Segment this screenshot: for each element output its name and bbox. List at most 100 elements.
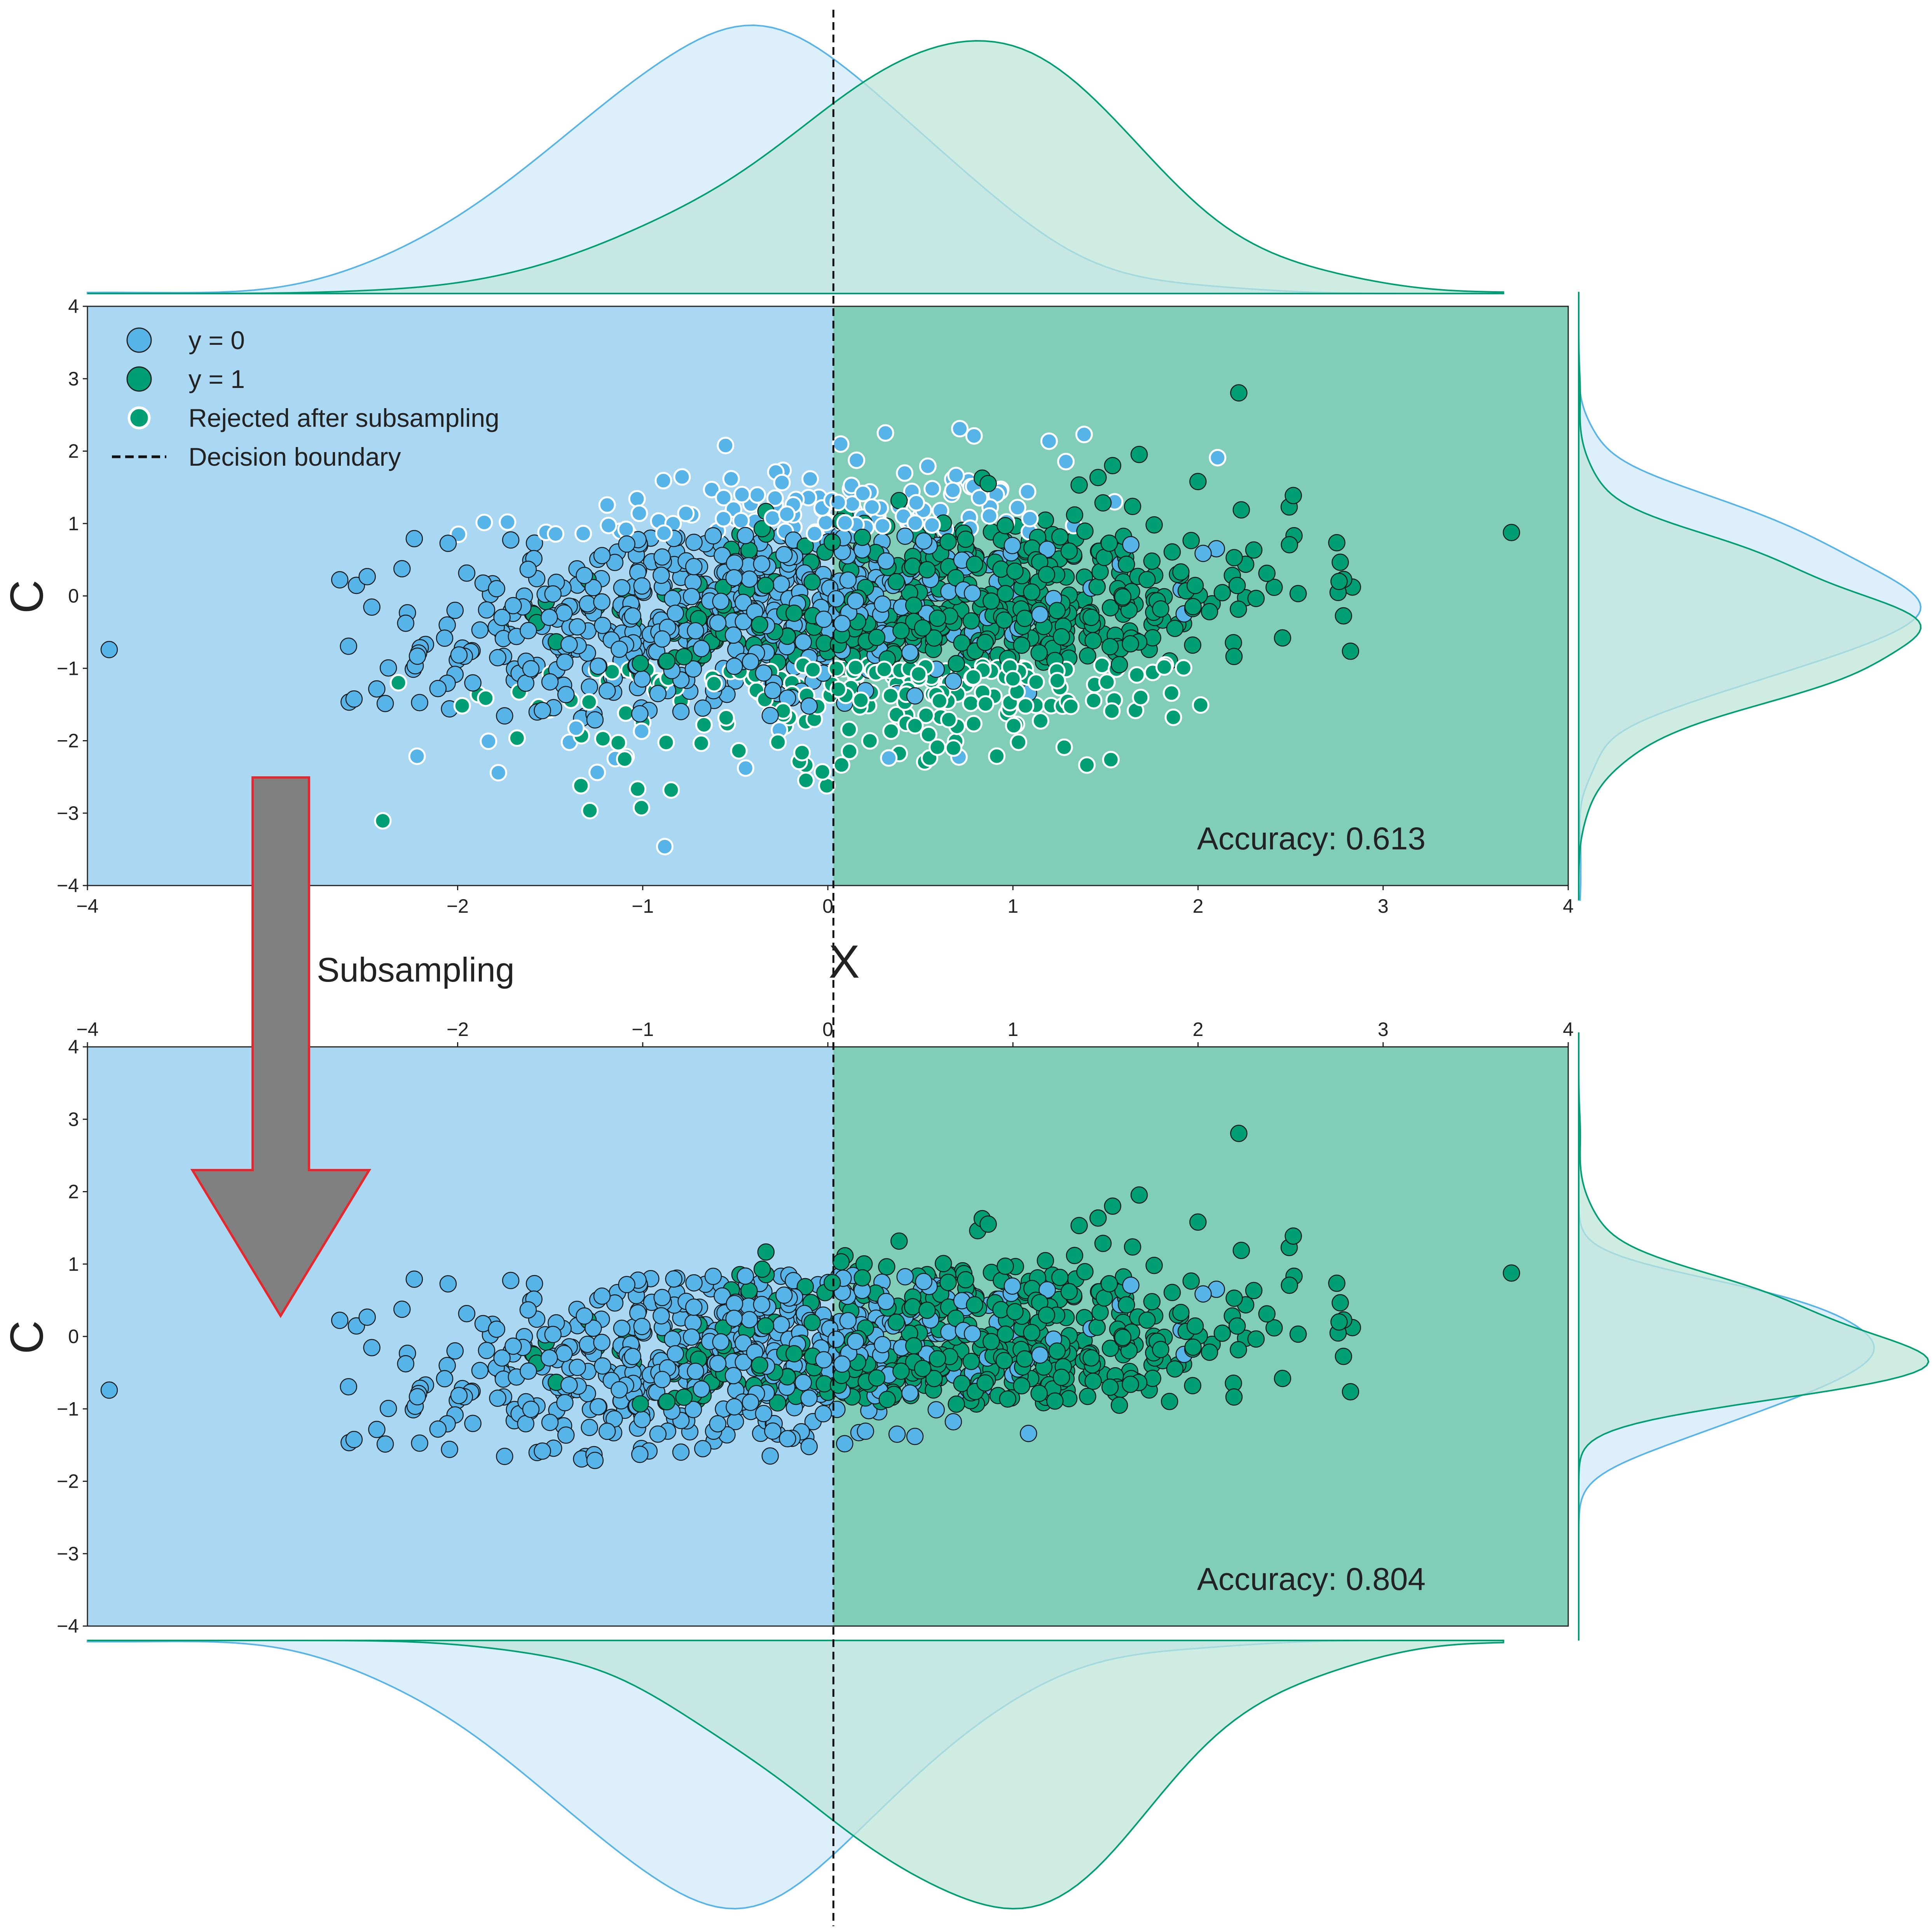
density-curve	[1578, 1032, 1930, 1641]
point-class1	[632, 655, 649, 672]
point-class1	[1079, 647, 1096, 665]
point-class0	[685, 1298, 703, 1316]
point-class0	[709, 1355, 727, 1372]
point-class1	[1328, 1274, 1346, 1292]
point-rejected	[852, 691, 870, 709]
point-rejected	[793, 744, 811, 762]
point-rejected	[1128, 666, 1146, 684]
y-tick-label: 2	[68, 440, 79, 462]
point-class0	[358, 1308, 376, 1326]
point-class1	[1023, 1324, 1040, 1342]
point-class1	[1101, 599, 1119, 617]
point-rejected	[977, 695, 995, 713]
point-class1	[868, 629, 886, 646]
x-tick-label: −2	[447, 895, 469, 917]
point-class0	[772, 575, 790, 593]
point-rejected	[928, 738, 946, 756]
point-class0	[556, 1394, 574, 1411]
point-rejected	[1027, 673, 1045, 691]
point-class0	[761, 1447, 779, 1465]
point-rejected	[389, 674, 407, 692]
point-class1	[1082, 1349, 1100, 1367]
point-class1	[1247, 1330, 1265, 1348]
point-class0	[408, 647, 426, 665]
point-rejected	[673, 468, 691, 486]
point-rejected	[920, 726, 937, 744]
point-class1	[751, 1356, 768, 1374]
point-class1	[995, 611, 1013, 629]
point-class1	[832, 1253, 850, 1271]
x-tick-label: −4	[76, 1018, 98, 1040]
point-class1	[878, 1390, 896, 1408]
point-class1	[796, 537, 814, 555]
point-rejected	[827, 660, 845, 678]
point-class1	[995, 1352, 1013, 1370]
point-rejected	[797, 772, 815, 790]
point-class0	[906, 687, 924, 705]
point-class1	[1186, 576, 1204, 594]
point-class0	[379, 1399, 397, 1417]
point-class0	[815, 1351, 832, 1369]
point-class0	[877, 1293, 895, 1310]
point-class1	[1230, 1125, 1248, 1142]
point-class1	[1152, 600, 1169, 618]
point-class0	[478, 1342, 496, 1359]
point-rejected	[1103, 702, 1121, 720]
legend-marker-rejected	[127, 406, 151, 430]
point-class0	[665, 1270, 682, 1288]
point-class0	[653, 1307, 670, 1325]
point-class1	[979, 475, 997, 493]
subsampling-label: Subsampling	[317, 950, 515, 989]
point-class1	[1184, 1338, 1202, 1356]
point-class1	[1100, 535, 1118, 552]
point-class1	[1038, 566, 1056, 583]
point-rejected	[766, 489, 784, 507]
point-class0	[624, 607, 641, 625]
accuracy-top: Accuracy: 0.613	[1197, 821, 1426, 856]
point-class1	[1145, 516, 1163, 534]
point-class1	[1332, 1294, 1349, 1312]
point-class0	[517, 1415, 534, 1432]
point-rejected	[829, 680, 847, 698]
point-rejected	[1010, 733, 1028, 751]
point-class0	[520, 1362, 537, 1380]
point-class1	[887, 1314, 905, 1331]
top-y-axis-label: C	[1, 580, 53, 614]
point-rejected	[910, 665, 928, 683]
legend-label-rejected: Rejected after subsampling	[188, 404, 499, 432]
x-tick-label: −1	[632, 895, 654, 917]
point-class1	[1013, 1377, 1030, 1395]
point-class0	[576, 1307, 593, 1325]
point-class1	[1094, 1235, 1112, 1252]
point-class1	[905, 596, 923, 614]
point-class1	[1503, 524, 1520, 542]
point-rejected	[598, 496, 616, 514]
point-class1	[1201, 603, 1218, 620]
point-class0	[755, 1405, 773, 1422]
point-class1	[1037, 1252, 1054, 1270]
point-class1	[918, 1301, 936, 1319]
point-class0	[376, 695, 394, 712]
point-class1	[1082, 608, 1100, 626]
point-class1	[1503, 1264, 1520, 1282]
point-class0	[560, 1376, 578, 1394]
point-class0	[753, 1296, 771, 1314]
point-class0	[874, 595, 891, 613]
point-class0	[775, 546, 793, 564]
point-class0	[704, 1268, 722, 1285]
point-rejected	[917, 706, 935, 724]
point-class0	[1038, 1281, 1056, 1299]
point-class1	[757, 1317, 775, 1335]
point-rejected	[722, 470, 740, 488]
point-class1	[1048, 1342, 1066, 1360]
point-rejected	[854, 484, 872, 502]
point-rejected	[923, 516, 941, 534]
point-class0	[833, 615, 851, 632]
point-class1	[769, 1394, 787, 1412]
point-class1	[1166, 620, 1184, 637]
point-rejected	[832, 435, 850, 453]
x-tick-label: 0	[822, 1018, 833, 1040]
point-class1	[1143, 1293, 1161, 1310]
point-class1	[979, 1215, 997, 1233]
point-class0	[874, 1336, 891, 1354]
